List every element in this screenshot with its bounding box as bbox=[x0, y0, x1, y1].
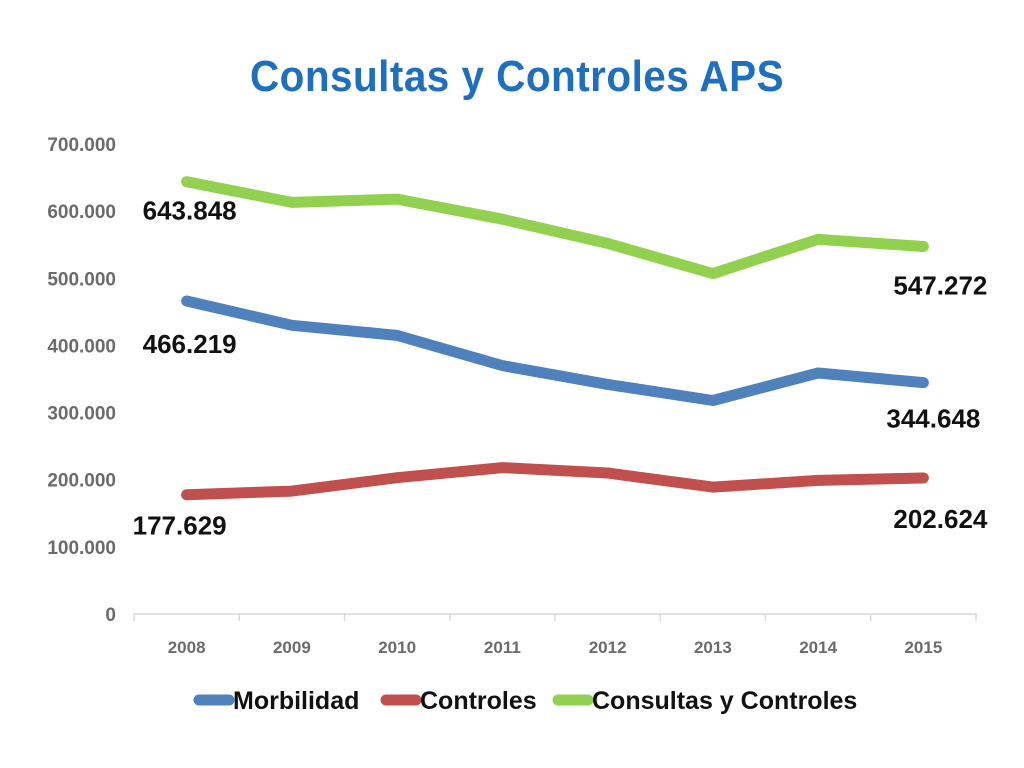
x-tick-label: 2008 bbox=[168, 638, 206, 657]
y-tick-label: 0 bbox=[105, 605, 116, 626]
y-tick-label: 300.000 bbox=[47, 404, 116, 425]
legend-label: Controles bbox=[420, 687, 537, 715]
legend: Morbilidad Controles Consultas y Controles bbox=[193, 687, 857, 715]
data-label: 466.219 bbox=[143, 329, 237, 359]
data-label: 643.848 bbox=[143, 196, 237, 226]
legend-item[interactable]: Controles bbox=[380, 687, 537, 715]
data-label: 202.624 bbox=[893, 504, 988, 534]
series-line-controles bbox=[181, 462, 929, 501]
y-tick-label: 200.000 bbox=[47, 471, 116, 492]
legend-item[interactable]: Consultas y Controles bbox=[552, 687, 857, 715]
x-tick-label: 2013 bbox=[694, 638, 732, 657]
y-tick-label: 400.000 bbox=[47, 336, 116, 357]
data-label: 177.629 bbox=[133, 511, 227, 541]
x-tick-label: 2014 bbox=[799, 638, 837, 657]
legend-label: Consultas y Controles bbox=[592, 687, 857, 715]
x-tick-label: 2015 bbox=[904, 638, 942, 657]
series-line-consultas-y-controles bbox=[181, 176, 929, 280]
y-tick-label: 700.000 bbox=[47, 135, 116, 156]
x-tick-label: 2011 bbox=[484, 638, 521, 657]
x-tick-label: 2009 bbox=[273, 638, 311, 657]
series-line-morbilidad bbox=[181, 295, 929, 406]
y-tick-label: 600.000 bbox=[47, 202, 116, 223]
legend-item[interactable]: Morbilidad bbox=[193, 687, 359, 715]
y-tick-label: 100.000 bbox=[47, 538, 116, 559]
x-tick-label: 2012 bbox=[589, 638, 627, 657]
data-labels: 466.219 344.648 177.629 202.624 643.848 547.2… bbox=[133, 196, 988, 541]
y-tick-labels: 0 100.000 200.000 300.000 400.000 500.000 600.… bbox=[47, 135, 116, 626]
x-tick-labels: 2008 2009 2010 2011 2012 2013 2014 2015 bbox=[168, 638, 943, 657]
data-label: 547.272 bbox=[893, 271, 987, 301]
legend-label: Morbilidad bbox=[233, 687, 359, 715]
data-label: 344.648 bbox=[886, 404, 980, 434]
y-tick-label: 500.000 bbox=[47, 269, 116, 290]
chart-title: Consultas y Controles APS bbox=[249, 52, 785, 101]
x-tick-label: 2010 bbox=[378, 638, 416, 657]
axes bbox=[133, 613, 977, 621]
series-lines bbox=[181, 176, 929, 501]
